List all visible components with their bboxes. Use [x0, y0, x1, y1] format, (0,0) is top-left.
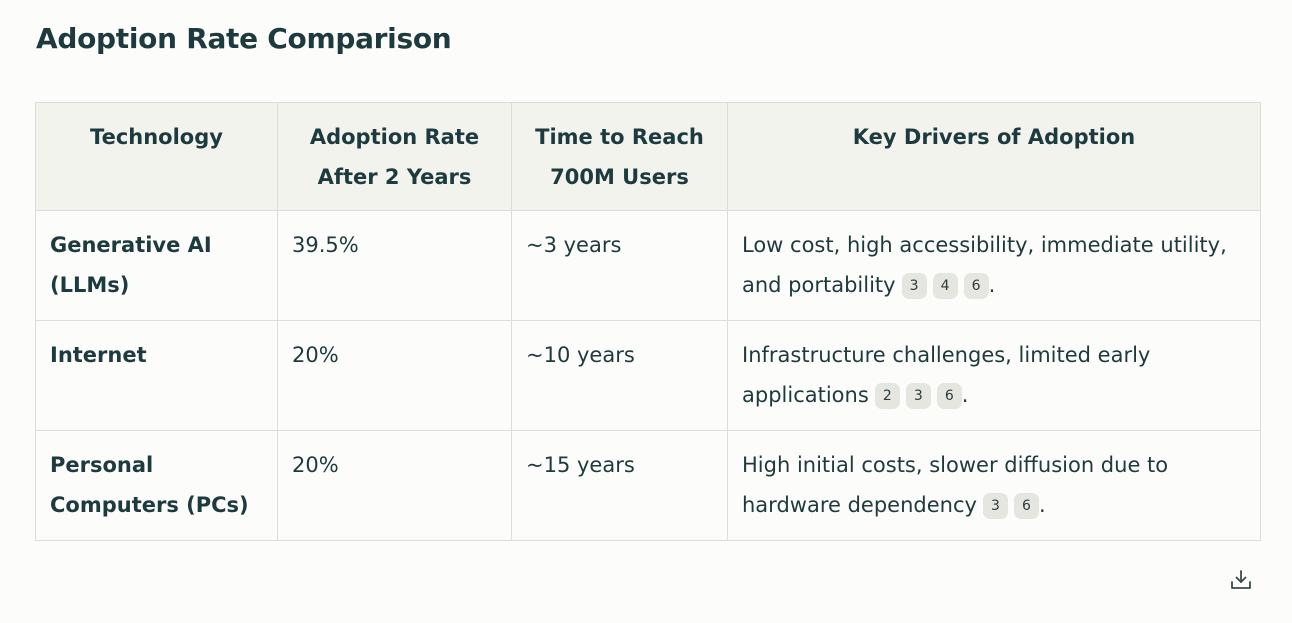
drivers-text: Infrastructure challenges, limited early…: [742, 343, 1151, 407]
cell-adoption-rate: 20%: [277, 320, 512, 431]
cell-time-to-reach: ~3 years: [511, 210, 728, 321]
cell-technology: Generative AI (LLMs): [35, 210, 278, 321]
citation-badge[interactable]: 2: [874, 383, 900, 409]
table-row: Generative AI (LLMs) 39.5% ~3 years Low …: [35, 210, 1261, 321]
citation-badge[interactable]: 3: [982, 493, 1008, 519]
sentence-end: .: [961, 383, 969, 407]
cell-key-drivers: Low cost, high accessibility, immediate …: [727, 210, 1261, 321]
sentence-end: .: [1038, 493, 1046, 517]
citation-badge[interactable]: 6: [963, 273, 989, 299]
cell-technology: Internet: [35, 320, 278, 431]
citation-badge[interactable]: 3: [905, 383, 931, 409]
citation-badge[interactable]: 6: [936, 383, 962, 409]
header-time-to-reach: Time to Reach 700M Users: [511, 102, 728, 211]
cell-time-to-reach: ~15 years: [511, 430, 728, 541]
table-row: Internet 20% ~10 years Infrastructure ch…: [35, 320, 1261, 431]
page-title: Adoption Rate Comparison: [36, 22, 452, 55]
header-technology: Technology: [35, 102, 278, 211]
cell-technology: Personal Computers (PCs): [35, 430, 278, 541]
comparison-table: Technology Adoption Rate After 2 Years T…: [35, 102, 1261, 541]
citation-badge[interactable]: 3: [901, 273, 927, 299]
header-adoption-rate: Adoption Rate After 2 Years: [277, 102, 512, 211]
cell-key-drivers: High initial costs, slower diffusion due…: [727, 430, 1261, 541]
cell-key-drivers: Infrastructure challenges, limited early…: [727, 320, 1261, 431]
cell-adoption-rate: 39.5%: [277, 210, 512, 321]
drivers-text: High initial costs, slower diffusion due…: [742, 453, 1169, 517]
drivers-text: Low cost, high accessibility, immediate …: [742, 233, 1227, 297]
sentence-end: .: [988, 273, 996, 297]
download-button[interactable]: [1228, 568, 1254, 594]
table-row: Personal Computers (PCs) 20% ~15 years H…: [35, 430, 1261, 541]
citation-badge[interactable]: 6: [1013, 493, 1039, 519]
download-icon: [1231, 570, 1251, 589]
table-header-row: Technology Adoption Rate After 2 Years T…: [35, 102, 1261, 211]
cell-adoption-rate: 20%: [277, 430, 512, 541]
citation-badge[interactable]: 4: [932, 273, 958, 299]
cell-time-to-reach: ~10 years: [511, 320, 728, 431]
header-key-drivers: Key Drivers of Adoption: [727, 102, 1261, 211]
